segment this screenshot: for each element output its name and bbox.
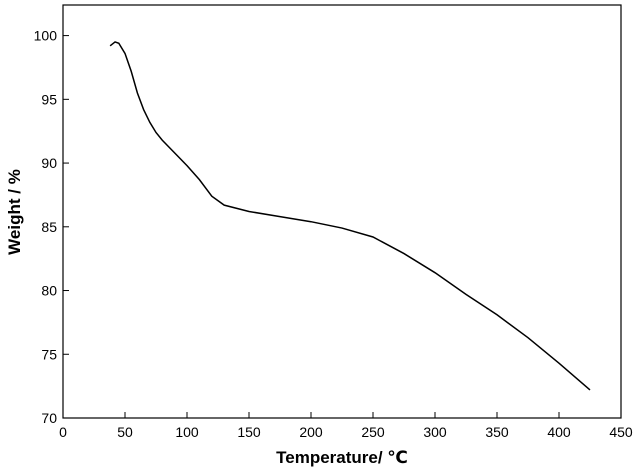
y-axis-title: Weight / % [5,169,24,255]
data-line [109,41,591,391]
x-tick-label: 300 [423,424,447,440]
y-tick-label: 85 [41,219,57,235]
x-tick-label: 400 [547,424,571,440]
y-tick-label: 100 [34,28,58,44]
plot-frame [62,4,622,419]
x-tick-label: 0 [59,424,67,440]
x-tick-label: 450 [609,424,633,440]
x-tick-label: 250 [361,424,385,440]
y-tick-label: 70 [41,410,57,426]
x-tick-label: 350 [485,424,509,440]
x-tick-label: 150 [237,424,261,440]
y-tick-label: 75 [41,346,57,362]
y-tick-label: 90 [41,155,57,171]
y-tick-label: 80 [41,283,57,299]
x-tick-label: 200 [299,424,323,440]
x-tick-label: 100 [175,424,199,440]
y-tick-label: 95 [41,91,57,107]
x-tick-label: 50 [117,424,133,440]
x-axis-title: Temperature/ ℃ [276,448,408,467]
